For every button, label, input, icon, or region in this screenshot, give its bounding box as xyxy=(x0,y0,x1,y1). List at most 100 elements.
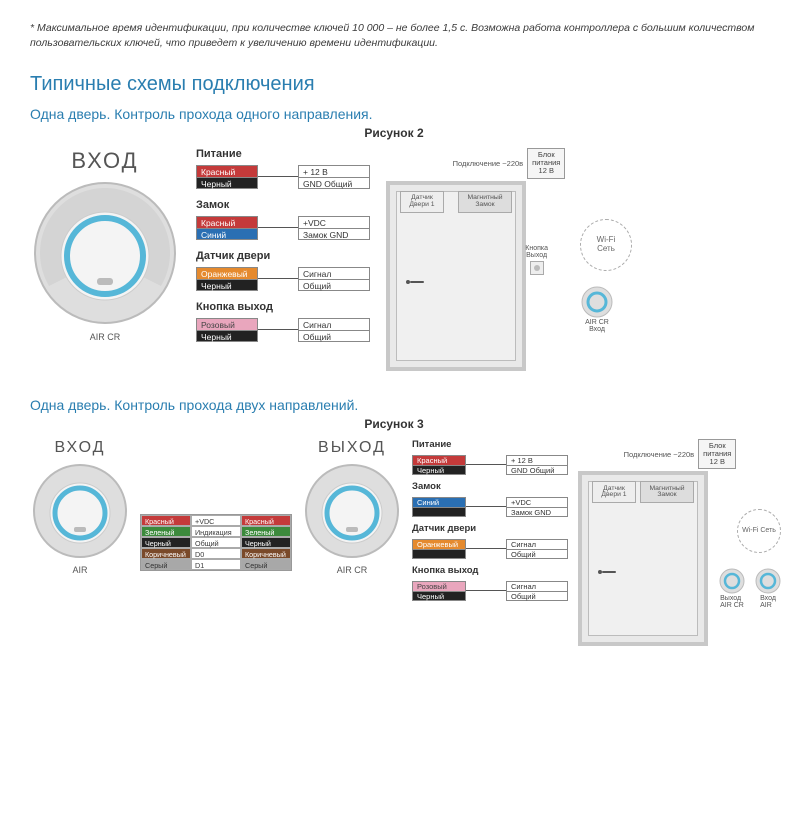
wire-pair: РозовыйЧерныйСигналОбщий xyxy=(412,581,568,601)
fig2-reader-sublabel: AIR CR xyxy=(90,332,121,342)
wire-text-cell: Общий xyxy=(298,330,370,342)
door-lock-label: Магнитный Замок xyxy=(640,481,694,503)
midtable-cell: Коричневый xyxy=(241,548,291,559)
fig3-reader-in: ВХОД AIR xyxy=(30,439,130,575)
reader-icon xyxy=(580,285,614,319)
wire-text-cell: + 12 В xyxy=(506,455,568,465)
fig2-reader-label: ВХОД xyxy=(71,148,138,174)
wire-color-cell: Красный xyxy=(196,216,258,228)
fig3-diagram: ВХОД AIR Красный+VDCКрасныйЗеленыйИндика… xyxy=(30,439,758,647)
wire-color-cell xyxy=(412,507,466,517)
wire-color-cell: Черный xyxy=(412,465,466,475)
wire-group: Датчик двери Оранжевый СигналОбщий xyxy=(412,523,568,559)
door-sensor-label: Датчик Двери 1 xyxy=(592,481,636,503)
fig2-reader: ВХОД AIR CR xyxy=(30,148,180,342)
midtable-cell: Серый xyxy=(141,559,191,570)
wire-text-cell: +VDC xyxy=(506,497,568,507)
wire-text-cell: GND Общий xyxy=(298,177,370,189)
mini-reader-bottom: Выход AIR CR xyxy=(720,595,744,609)
mini-reader: AIR CR Вход xyxy=(580,285,614,333)
wire-color-cell: Синий xyxy=(196,228,258,240)
wire-pair: РозовыйЧерный СигналОбщий xyxy=(196,318,370,342)
mini-readers: Выход AIR CR Вход AIR xyxy=(718,567,782,609)
midtable-row: ЧерныйОбщийЧерный xyxy=(141,537,291,548)
wire-group: ПитаниеКрасныйЧерный+ 12 ВGND Общий xyxy=(196,148,370,189)
fig3-reader-in-sub: AIR xyxy=(72,565,87,575)
midtable-row: КоричневыйD0Коричневый xyxy=(141,548,291,559)
fig3-midtable: Красный+VDCКрасныйЗеленыйИндикацияЗелены… xyxy=(140,514,292,571)
door-panel xyxy=(396,191,516,361)
fig2-door-col: Подключение ~220в Блок питания 12 В Датч… xyxy=(386,148,632,371)
fig2-caption: Рисунок 2 xyxy=(30,126,758,140)
wire-group: Замок Синий +VDCЗамок GND xyxy=(412,481,568,517)
wire-color-cell: Оранжевый xyxy=(412,539,466,549)
wire-group-title: Датчик двери xyxy=(412,523,568,534)
wire-text-cell: Общий xyxy=(506,591,568,601)
wire-color-cell: Розовый xyxy=(196,318,258,330)
fig3-caption: Рисунок 3 xyxy=(30,417,758,431)
wire-pair: ОранжевыйЧерныйСигналОбщий xyxy=(196,267,370,291)
wire-text-cell: GND Общий xyxy=(506,465,568,475)
midtable-cell: Зеленый xyxy=(241,526,291,537)
fig3-psu-label: Блок питания 12 В xyxy=(698,439,736,470)
mini-reader: Выход AIR CR xyxy=(718,567,746,609)
fig3-reader-in-label: ВХОД xyxy=(54,439,105,457)
fig2-conn-text: Подключение ~220в xyxy=(453,159,524,168)
fig3-reader-out-sub: AIR CR xyxy=(337,565,368,575)
midtable-cell: Черный xyxy=(141,537,191,548)
door-frame: Датчик Двери 1 Магнитный Замок Кнопка Вы… xyxy=(386,181,526,371)
wire-group-title: Замок xyxy=(412,481,568,492)
wire-color-cell: Черный xyxy=(196,330,258,342)
wire-color-cell: Красный xyxy=(196,165,258,177)
wire-group-title: Датчик двери xyxy=(196,250,370,262)
midtable-cell: +VDC xyxy=(191,515,241,526)
wire-pair: КрасныйЧерный+ 12 ВGND Общий xyxy=(196,165,370,189)
wire-color-cell: Черный xyxy=(412,591,466,601)
door-frame: Датчик Двери 1 Магнитный Замок xyxy=(578,471,708,646)
reader-icon xyxy=(30,178,180,328)
wire-pair: Оранжевый СигналОбщий xyxy=(412,539,568,559)
wire-group-title: Кнопка выход xyxy=(196,301,370,313)
midtable-row: СерыйD1Серый xyxy=(141,559,291,570)
door-panel xyxy=(588,481,698,636)
wire-text-cell: Замок GND xyxy=(298,228,370,240)
fig2-psu-label: Блок питания 12 В xyxy=(527,148,565,179)
wire-text-cell: Замок GND xyxy=(506,507,568,517)
midtable-cell: Индикация xyxy=(191,526,241,537)
wire-group: Кнопка выходРозовыйЧерныйСигналОбщий xyxy=(412,565,568,601)
wire-text-cell: +VDC xyxy=(298,216,370,228)
midtable-cell: Черный xyxy=(241,537,291,548)
wire-group-title: Питание xyxy=(412,439,568,450)
wire-group: ЗамокКрасныйСиний+VDCЗамок GND xyxy=(196,199,370,240)
door-sensor-label: Датчик Двери 1 xyxy=(400,191,444,213)
wire-color-cell: Розовый xyxy=(412,581,466,591)
fig3-wires: ПитаниеКрасныйЧерный+ 12 ВGND ОбщийЗамок… xyxy=(412,439,568,601)
door-lock-label: Магнитный Замок xyxy=(458,191,512,213)
wire-text-cell: Сигнал xyxy=(298,318,370,330)
midtable-cell: Коричневый xyxy=(141,548,191,559)
exit-button: Кнопка Выход xyxy=(525,245,548,275)
door-handle-icon xyxy=(406,280,410,284)
wire-text-cell: + 12 В xyxy=(298,165,370,177)
wire-color-cell xyxy=(412,549,466,559)
midtable-row: ЗеленыйИндикацияЗеленый xyxy=(141,526,291,537)
footnote-text: * Максимальное время идентификации, при … xyxy=(30,21,758,51)
reader-icon xyxy=(302,461,402,561)
wire-text-cell: Общий xyxy=(506,549,568,559)
fig3-conn-text: Подключение ~220в xyxy=(624,450,695,459)
wire-line-icon xyxy=(258,329,298,330)
wire-color-cell: Синий xyxy=(412,497,466,507)
mini-reader-bottom: Вход xyxy=(589,326,605,333)
wire-line-icon xyxy=(258,278,298,279)
wire-line-icon xyxy=(258,227,298,228)
midtable-cell: Зеленый xyxy=(141,526,191,537)
wire-line-icon xyxy=(466,464,506,465)
mini-reader-bottom: Вход AIR xyxy=(760,595,776,609)
fig2-wires: ПитаниеКрасныйЧерный+ 12 ВGND Общий Замок… xyxy=(196,148,370,342)
reader-icon xyxy=(718,567,746,595)
fig3-subtitle: Одна дверь. Контроль прохода двух направ… xyxy=(30,397,758,413)
wire-pair: КрасныйЧерный+ 12 ВGND Общий xyxy=(412,455,568,475)
wifi-bubble: Wi-Fi Сеть xyxy=(737,509,781,553)
wire-text-cell: Сигнал xyxy=(506,539,568,549)
mini-reader: Вход AIR xyxy=(754,567,782,609)
